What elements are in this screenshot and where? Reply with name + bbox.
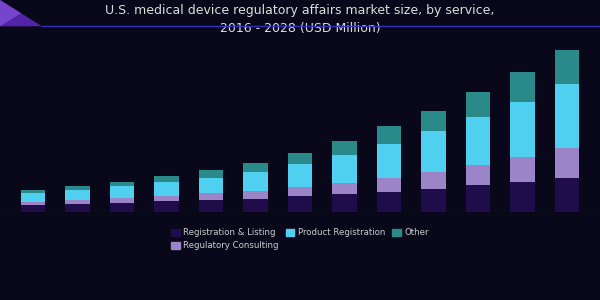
Bar	[110, 198, 134, 202]
Bar	[199, 194, 223, 200]
Bar	[21, 202, 46, 205]
Bar	[466, 185, 490, 212]
Bar	[154, 201, 179, 212]
Bar	[377, 144, 401, 178]
Bar	[510, 157, 535, 182]
Bar	[510, 182, 535, 212]
Bar	[65, 204, 90, 212]
Bar	[21, 205, 46, 212]
Bar	[421, 172, 446, 189]
Legend: Registration & Listing, Regulatory Consulting, Product Registration, Other: Registration & Listing, Regulatory Consu…	[168, 225, 432, 254]
Bar	[243, 163, 268, 172]
Bar	[154, 196, 179, 201]
Bar	[332, 183, 357, 194]
Bar	[421, 110, 446, 131]
Bar	[65, 190, 90, 200]
Bar	[243, 199, 268, 212]
Bar	[65, 186, 90, 190]
Bar	[332, 140, 357, 154]
Bar	[110, 182, 134, 186]
Bar	[332, 154, 357, 183]
Bar	[288, 187, 312, 196]
Bar	[21, 194, 46, 202]
Title: U.S. medical device regulatory affairs market size, by service,
2016 - 2028 (USD: U.S. medical device regulatory affairs m…	[106, 4, 494, 35]
Bar	[243, 172, 268, 191]
Bar	[288, 153, 312, 164]
Bar	[154, 176, 179, 182]
Bar	[421, 131, 446, 172]
Bar	[510, 102, 535, 157]
Bar	[377, 178, 401, 192]
Bar	[510, 72, 535, 102]
Bar	[466, 117, 490, 165]
Bar	[466, 165, 490, 185]
Bar	[288, 196, 312, 212]
Bar	[332, 194, 357, 212]
Bar	[554, 84, 579, 148]
Bar	[65, 200, 90, 204]
Bar	[243, 191, 268, 199]
Bar	[21, 190, 46, 194]
Bar	[199, 200, 223, 212]
Bar	[377, 126, 401, 144]
Bar	[377, 192, 401, 212]
Bar	[110, 202, 134, 212]
Bar	[288, 164, 312, 187]
Bar	[554, 148, 579, 178]
Bar	[554, 178, 579, 212]
Bar	[199, 178, 223, 194]
Bar	[154, 182, 179, 196]
Bar	[110, 186, 134, 198]
Bar	[199, 170, 223, 178]
Bar	[466, 92, 490, 117]
Bar	[554, 50, 579, 84]
Bar	[421, 189, 446, 212]
